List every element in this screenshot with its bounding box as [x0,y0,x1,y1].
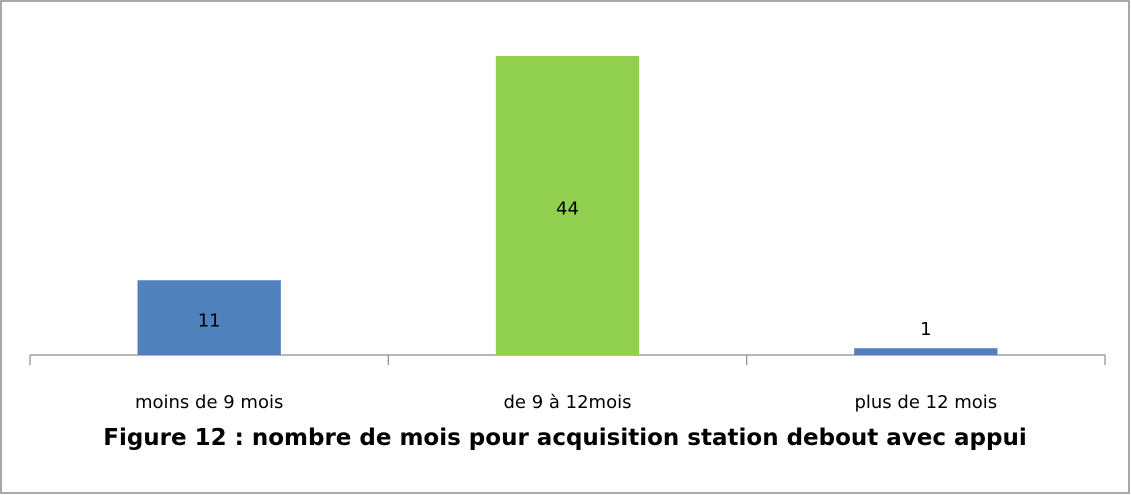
bar [854,348,998,355]
chart-title: Figure 12 : nombre de mois pour acquisit… [103,425,1027,451]
bar [137,280,281,355]
x-tick-label: plus de 12 mois [854,392,997,413]
bar [495,56,640,355]
x-tick-label: de 9 à 12mois [504,392,632,413]
data-label: 11 [198,311,221,332]
x-tick-label: moins de 9 mois [135,392,283,413]
data-label: 44 [556,199,579,220]
data-label: 1 [920,319,931,340]
